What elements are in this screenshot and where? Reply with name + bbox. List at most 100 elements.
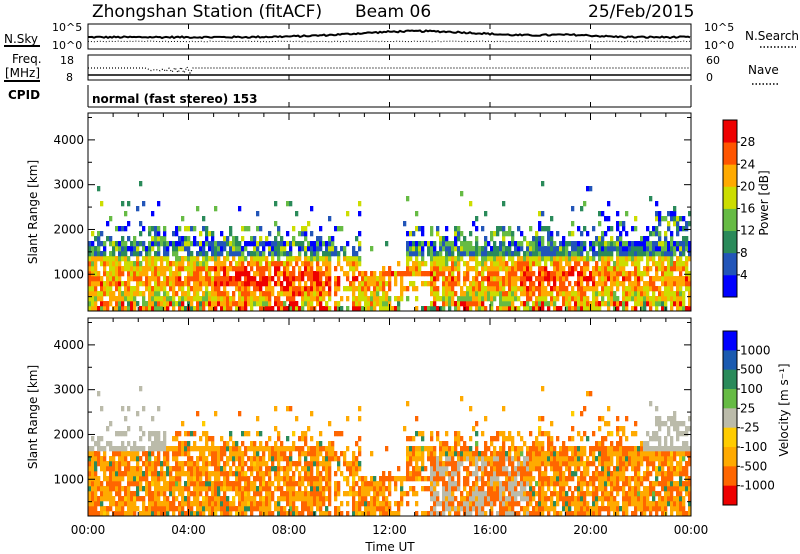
heatmap-cell bbox=[646, 246, 650, 252]
heatmap-cell bbox=[190, 471, 194, 477]
heatmap-cell bbox=[103, 451, 107, 457]
heatmap-cell bbox=[505, 281, 509, 287]
heatmap-cell bbox=[613, 471, 617, 477]
heatmap-cell bbox=[667, 266, 671, 272]
heatmap-cell bbox=[517, 251, 521, 257]
heatmap-cell bbox=[652, 226, 656, 232]
heatmap-cell bbox=[661, 281, 665, 287]
heatmap-cell bbox=[580, 271, 584, 277]
heatmap-cell bbox=[217, 496, 221, 502]
heatmap-cell bbox=[565, 466, 569, 472]
heatmap-cell bbox=[658, 506, 662, 512]
heatmap-cell bbox=[283, 456, 287, 462]
heatmap-cell bbox=[646, 241, 650, 247]
heatmap-cell bbox=[676, 231, 680, 237]
heatmap-cell bbox=[151, 271, 155, 277]
heatmap-cell bbox=[586, 231, 590, 237]
heatmap-cell bbox=[106, 281, 110, 287]
heatmap-cell bbox=[292, 511, 296, 517]
heatmap-cell bbox=[649, 451, 653, 457]
heatmap-cell bbox=[256, 466, 260, 472]
heatmap-cell bbox=[304, 256, 308, 262]
heatmap-cell bbox=[580, 501, 584, 507]
heatmap-cell bbox=[415, 271, 419, 277]
heatmap-cell bbox=[595, 296, 599, 302]
heatmap-cell bbox=[454, 466, 458, 472]
heatmap-cell bbox=[397, 511, 401, 517]
heatmap-cell bbox=[232, 276, 236, 282]
heatmap-cell bbox=[682, 486, 686, 492]
heatmap-cell bbox=[169, 296, 173, 302]
heatmap-cell bbox=[196, 411, 200, 417]
heatmap-cell bbox=[604, 241, 608, 247]
heatmap-cell bbox=[562, 286, 566, 292]
heatmap-cell bbox=[241, 256, 245, 262]
heatmap-cell bbox=[571, 446, 575, 452]
heatmap-cell bbox=[133, 271, 137, 277]
heatmap-cell bbox=[127, 506, 131, 512]
heatmap-cell bbox=[367, 511, 371, 517]
heatmap-cell bbox=[580, 231, 584, 237]
heatmap-cell bbox=[232, 441, 236, 447]
heatmap-cell bbox=[157, 476, 161, 482]
heatmap-cell bbox=[616, 426, 620, 432]
heatmap-cell bbox=[523, 491, 527, 497]
heatmap-cell bbox=[253, 476, 257, 482]
heatmap-cell bbox=[679, 216, 683, 222]
heatmap-cell bbox=[139, 306, 143, 312]
heatmap-cell bbox=[430, 486, 434, 492]
heatmap-cell bbox=[583, 496, 587, 502]
heatmap-cell bbox=[316, 466, 320, 472]
heatmap-cell bbox=[253, 241, 257, 247]
heatmap-cell bbox=[562, 506, 566, 512]
heatmap-cell bbox=[448, 281, 452, 287]
heatmap-cell bbox=[148, 466, 152, 472]
heatmap-cell bbox=[646, 461, 650, 467]
heatmap-cell bbox=[298, 436, 302, 442]
heatmap-cell bbox=[199, 231, 203, 237]
heatmap-cell bbox=[472, 296, 476, 302]
heatmap-cell bbox=[613, 451, 617, 457]
heatmap-cell bbox=[244, 501, 248, 507]
heatmap-cell bbox=[682, 506, 686, 512]
heatmap-cell bbox=[556, 496, 560, 502]
heatmap-cell bbox=[508, 241, 512, 247]
heatmap-cell bbox=[229, 501, 233, 507]
heatmap-cell bbox=[652, 486, 656, 492]
heatmap-cell bbox=[670, 286, 674, 292]
heatmap-cell bbox=[94, 481, 98, 487]
heatmap-cell bbox=[229, 231, 233, 237]
heatmap-cell bbox=[283, 471, 287, 477]
heatmap-cell bbox=[352, 496, 356, 502]
heatmap-cell bbox=[436, 291, 440, 297]
heatmap-cell bbox=[559, 471, 563, 477]
heatmap-cell bbox=[211, 456, 215, 462]
heatmap-cell bbox=[151, 471, 155, 477]
heatmap-cell bbox=[205, 471, 209, 477]
heatmap-cell bbox=[610, 501, 614, 507]
heatmap-cell bbox=[340, 266, 344, 272]
heatmap-cell bbox=[157, 496, 161, 502]
heatmap-cell bbox=[382, 476, 386, 482]
heatmap-cell bbox=[268, 486, 272, 492]
heatmap-cell bbox=[541, 461, 545, 467]
heatmap-cell bbox=[292, 446, 296, 452]
heatmap-cell bbox=[127, 441, 131, 447]
heatmap-cell bbox=[436, 476, 440, 482]
heatmap-cell bbox=[478, 456, 482, 462]
heatmap-cell bbox=[670, 461, 674, 467]
heatmap-cell bbox=[565, 491, 569, 497]
heatmap-cell bbox=[520, 486, 524, 492]
heatmap-cell bbox=[646, 286, 650, 292]
heatmap-cell bbox=[412, 281, 416, 287]
heatmap-cell bbox=[679, 256, 683, 262]
heatmap-cell bbox=[283, 261, 287, 267]
heatmap-cell bbox=[559, 496, 563, 502]
heatmap-cell bbox=[433, 456, 437, 462]
heatmap-cell bbox=[280, 286, 284, 292]
heatmap-cell bbox=[451, 281, 455, 287]
heatmap-cell bbox=[160, 441, 164, 447]
heatmap-cell bbox=[262, 486, 266, 492]
heatmap-cell bbox=[172, 466, 176, 472]
heatmap-cell bbox=[517, 501, 521, 507]
